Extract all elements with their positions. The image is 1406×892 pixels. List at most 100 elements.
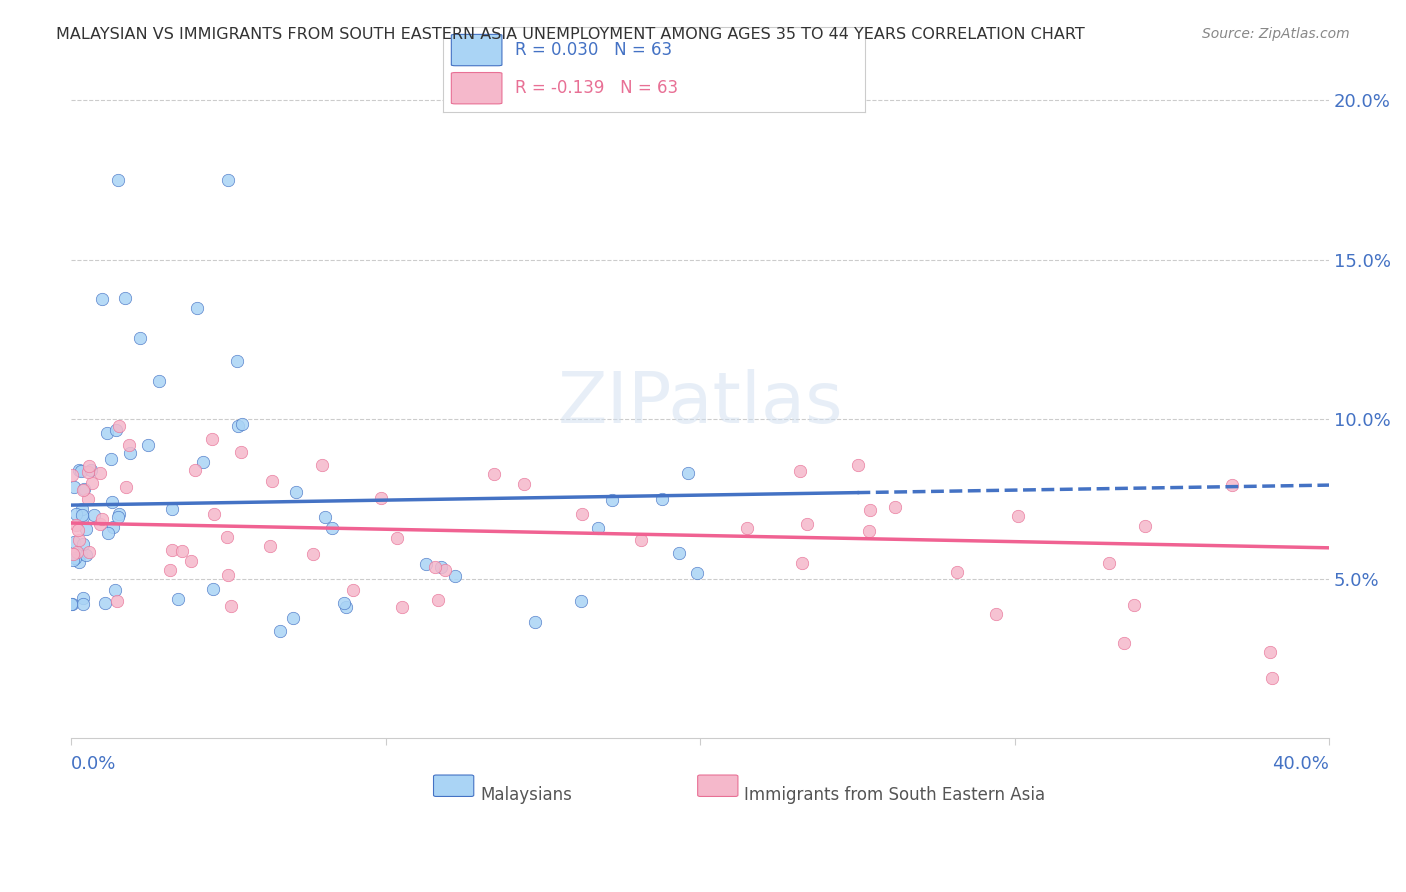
Point <box>160 502 183 516</box>
Point <box>321 521 343 535</box>
FancyBboxPatch shape <box>451 72 502 103</box>
Point <box>391 599 413 614</box>
Point <box>229 445 252 459</box>
Point <box>429 560 451 574</box>
Point <box>270 624 292 639</box>
Point <box>858 524 880 538</box>
Point <box>60 597 83 611</box>
Point <box>426 592 449 607</box>
Point <box>335 599 357 614</box>
Text: Malaysians: Malaysians <box>479 787 572 805</box>
Point <box>201 432 224 446</box>
Point <box>571 507 593 521</box>
Point <box>118 438 141 452</box>
Point <box>167 591 190 606</box>
Point <box>1098 556 1121 570</box>
Point <box>385 531 408 545</box>
Point <box>65 507 87 521</box>
Point <box>115 480 138 494</box>
Point <box>80 463 103 477</box>
Point <box>108 418 131 433</box>
Point <box>1220 478 1243 492</box>
Point <box>63 535 86 549</box>
Point <box>70 547 93 561</box>
Point <box>66 545 89 559</box>
Point <box>217 530 239 544</box>
Text: ZIPatlas: ZIPatlas <box>557 369 844 438</box>
Point <box>83 508 105 522</box>
Point <box>1135 519 1157 533</box>
Point <box>105 594 128 608</box>
Point <box>524 615 547 629</box>
Point <box>1114 636 1136 650</box>
Point <box>148 375 170 389</box>
Point <box>569 593 592 607</box>
Point <box>104 583 127 598</box>
FancyBboxPatch shape <box>433 775 474 797</box>
Point <box>159 563 181 577</box>
Point <box>67 533 90 547</box>
Point <box>231 417 253 431</box>
Point <box>737 521 759 535</box>
Point <box>218 173 240 187</box>
Point <box>226 354 249 368</box>
Point <box>101 520 124 534</box>
Point <box>434 563 457 577</box>
Point <box>260 475 283 489</box>
Point <box>314 509 336 524</box>
Point <box>883 500 905 515</box>
Point <box>482 467 505 481</box>
Point <box>67 555 90 569</box>
Point <box>586 521 609 535</box>
Text: 40.0%: 40.0% <box>1272 755 1329 773</box>
Text: Immigrants from South Eastern Asia: Immigrants from South Eastern Asia <box>744 787 1045 805</box>
Point <box>129 331 152 345</box>
Point <box>1007 509 1029 524</box>
Point <box>228 419 250 434</box>
Point <box>62 553 84 567</box>
Point <box>80 475 103 490</box>
Point <box>72 597 94 611</box>
Point <box>67 463 90 477</box>
Point <box>107 507 129 521</box>
Point <box>512 477 534 491</box>
Point <box>789 464 811 478</box>
Point <box>443 568 465 582</box>
Point <box>72 508 94 523</box>
Point <box>790 556 813 570</box>
FancyBboxPatch shape <box>697 775 738 797</box>
Point <box>676 466 699 480</box>
Point <box>984 607 1007 621</box>
Point <box>600 493 623 508</box>
Point <box>93 595 115 609</box>
Text: 0.0%: 0.0% <box>72 755 117 773</box>
Point <box>846 458 869 472</box>
Point <box>221 599 243 613</box>
Point <box>183 463 205 477</box>
Point <box>96 425 118 440</box>
Point <box>72 537 94 551</box>
Point <box>333 596 356 610</box>
Point <box>651 491 673 506</box>
Point <box>77 465 100 479</box>
Point <box>89 516 111 531</box>
Point <box>100 452 122 467</box>
Point <box>72 591 94 605</box>
Point <box>283 611 305 625</box>
Point <box>201 582 224 596</box>
Point <box>202 507 225 521</box>
Point <box>72 509 94 524</box>
Point <box>686 566 709 580</box>
Point <box>1261 671 1284 685</box>
Point <box>425 560 447 574</box>
Point <box>91 512 114 526</box>
Point <box>97 526 120 541</box>
Point <box>301 547 323 561</box>
Point <box>89 466 111 480</box>
Text: R = -0.139   N = 63: R = -0.139 N = 63 <box>515 78 678 96</box>
Point <box>63 480 86 494</box>
Point <box>62 547 84 561</box>
Point <box>311 458 333 472</box>
Point <box>172 544 194 558</box>
Text: Source: ZipAtlas.com: Source: ZipAtlas.com <box>1202 27 1350 41</box>
